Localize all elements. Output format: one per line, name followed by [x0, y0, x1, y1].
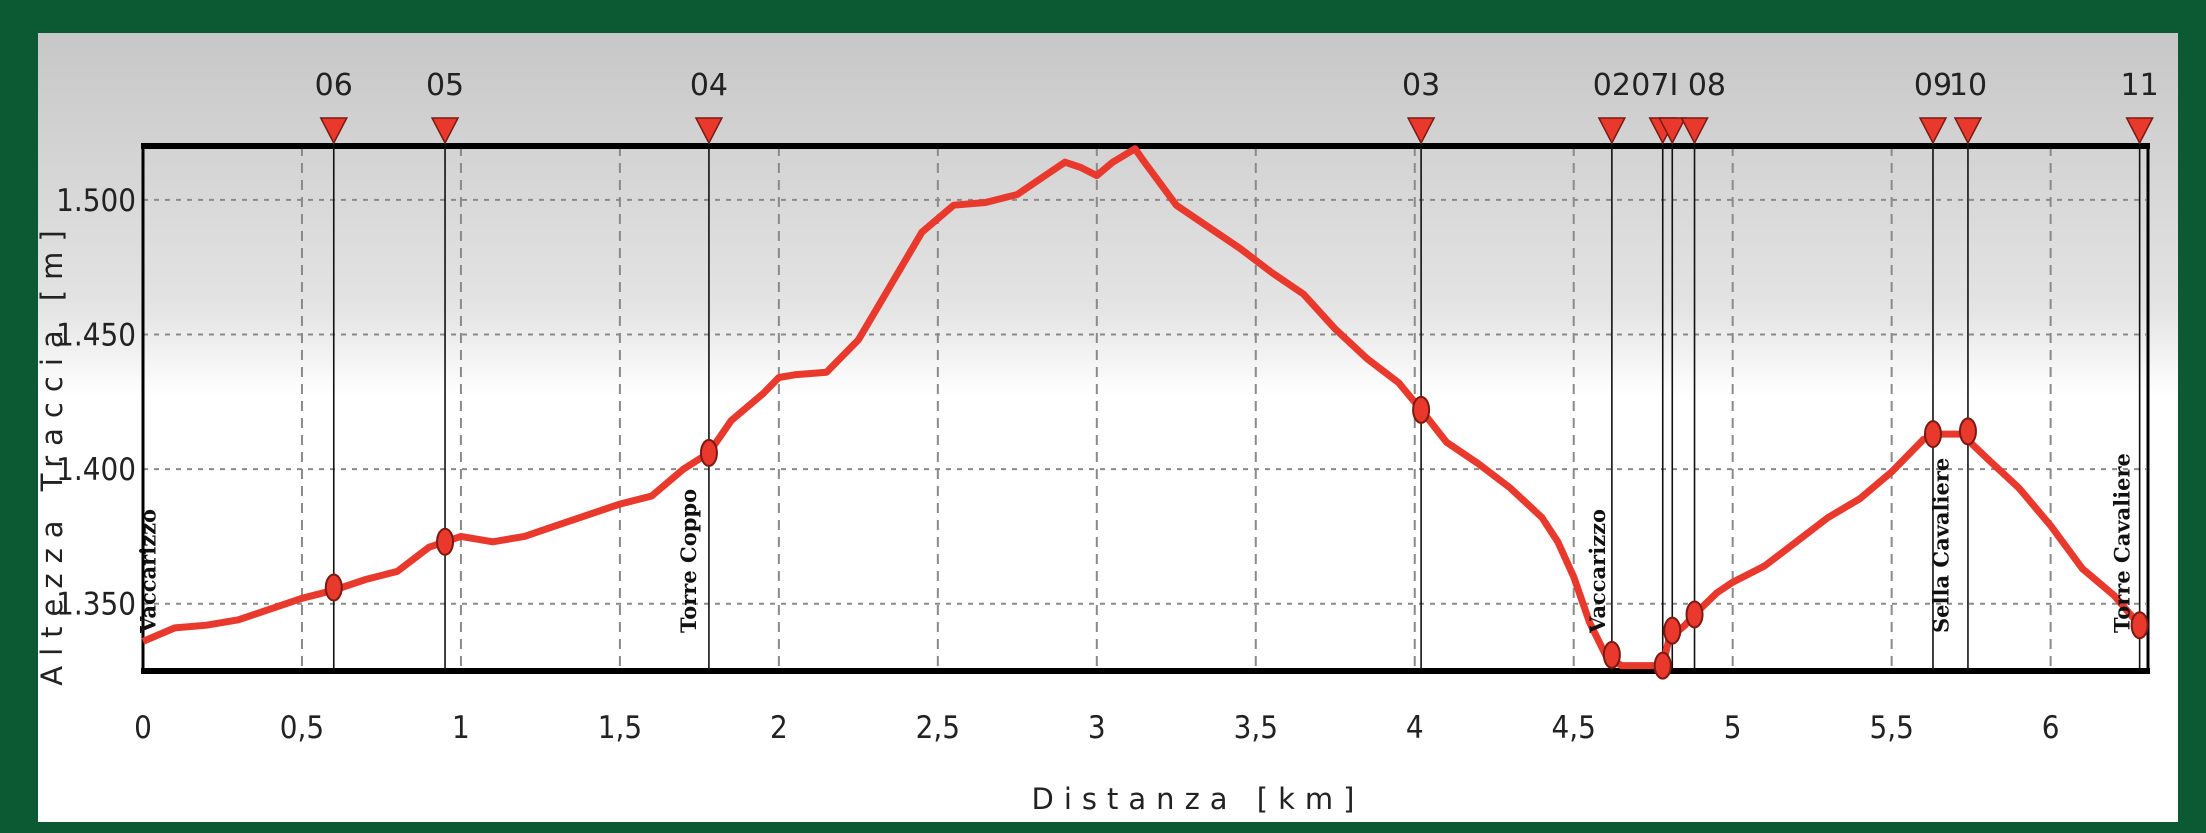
waypoint-dot — [1958, 417, 1977, 446]
waypoint-triangle — [1406, 117, 1436, 145]
waypoint-marks — [319, 117, 2154, 680]
x-tick-label: 2,5 — [916, 710, 960, 746]
chart-frame: 0 0,5 1 1,5 2 2,5 3 3,5 4 4,5 5 5,5 6 1.350 1.400 1.450… — [38, 33, 2178, 822]
place-label: Vaccarizzo — [135, 509, 160, 634]
waypoint-dot — [699, 438, 718, 467]
x-tick-label: 0 — [134, 710, 152, 746]
waypoint-dot — [1663, 616, 1682, 645]
waypoint-triangle — [2125, 117, 2154, 145]
x-tick-label: 0,5 — [280, 710, 324, 746]
place-label: Vaccarizzo — [1585, 509, 1610, 634]
waypoint-dot — [324, 573, 343, 602]
place-label: Torre Coppo — [676, 489, 701, 633]
waypoint-label: 04 — [690, 68, 728, 103]
x-tick-label: 3 — [1088, 710, 1106, 746]
waypoint-triangle — [430, 117, 460, 145]
x-tick-label: 1,5 — [598, 710, 642, 746]
waypoint-label: 11 — [2121, 68, 2159, 103]
y-tick-label: 1.350 — [56, 587, 136, 623]
waypoint-triangle — [1953, 117, 1983, 145]
x-tick-label: 2 — [770, 710, 788, 746]
y-tick-label: 1.450 — [56, 317, 136, 353]
y-tick-label: 1.400 — [56, 452, 136, 488]
waypoint-dot — [2130, 611, 2149, 640]
x-tick-label: 4 — [1406, 710, 1424, 746]
axes — [141, 143, 2150, 674]
waypoint-triangle — [694, 117, 724, 145]
waypoint-label: 07I 08 — [1631, 68, 1726, 103]
x-tick-label: 5 — [1724, 710, 1742, 746]
waypoint-dot — [1602, 640, 1621, 669]
waypoint-label: 03 — [1402, 68, 1440, 103]
place-label: Sella Cavaliere — [1929, 458, 1954, 633]
waypoint-triangle — [1597, 117, 1627, 145]
waypoint-triangle — [319, 117, 348, 145]
waypoint-triangle — [1658, 117, 1687, 145]
y-axis-title: Altezza Traccia [m] — [38, 220, 69, 686]
place-label: Torre Cavaliere — [2110, 453, 2135, 633]
waypoint-dot — [436, 527, 455, 556]
x-tick-label: 5,5 — [1869, 710, 1913, 746]
x-tick-label: 6 — [2042, 710, 2060, 746]
x-axis-title: Distanza [km] — [1032, 782, 1365, 816]
y-tick-label: 1.500 — [56, 183, 136, 219]
waypoint-label: 06 — [315, 68, 353, 103]
waypoint-dot — [1685, 600, 1704, 629]
waypoint-lines — [332, 133, 2141, 671]
waypoint-triangle — [1680, 117, 1709, 145]
waypoint-label: 02 — [1593, 68, 1631, 103]
waypoint-label: 05 — [426, 68, 464, 103]
grid — [143, 146, 2146, 671]
waypoint-dot — [1923, 420, 1942, 449]
elevation-profile-chart: 0 0,5 1 1,5 2 2,5 3 3,5 4 4,5 5 5,5 6 1.350 1.400 1.450… — [38, 68, 2159, 816]
x-tick-label: 3,5 — [1234, 710, 1278, 746]
x-tick-label: 4,5 — [1552, 710, 1596, 746]
waypoint-label: 09 — [1914, 68, 1952, 103]
elevation-line — [141, 145, 2143, 670]
waypoint-dot — [1412, 395, 1431, 424]
waypoint-triangle — [1918, 117, 1948, 145]
x-tick-label: 1 — [452, 710, 470, 746]
waypoint-dot — [1653, 651, 1672, 680]
labels: 0 0,5 1 1,5 2 2,5 3 3,5 4 4,5 5 5,5 6 1.350 1.400 1.450… — [56, 68, 2159, 746]
waypoint-label: 10 — [1949, 68, 1987, 103]
